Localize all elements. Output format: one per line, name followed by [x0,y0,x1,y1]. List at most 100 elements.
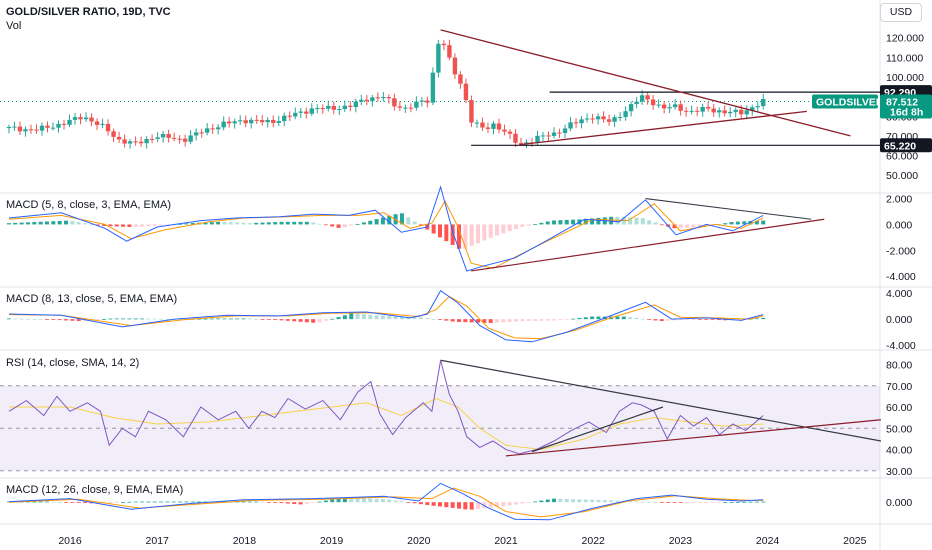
histogram-bar [70,502,75,503]
histogram-bar [336,317,341,320]
candle [320,108,325,110]
histogram-bar [552,498,557,503]
histogram-bar [127,224,132,228]
candle [28,129,34,131]
candle [237,120,243,122]
histogram-bar [634,217,639,225]
candle [623,111,628,118]
histogram-bar [507,224,512,232]
histogram-bar [51,501,56,503]
histogram-bar [349,497,354,503]
histogram-bar [235,501,240,503]
histogram-bar [152,501,157,503]
histogram-bar [596,316,601,320]
histogram-bar [647,220,652,225]
histogram-bar [222,318,227,320]
histogram-bar [545,221,550,225]
histogram-bar [38,221,43,225]
histogram-bar [323,224,328,226]
histogram-bar [380,217,385,225]
histogram-bar [520,319,525,322]
histogram-bar [526,502,531,503]
histogram-bar [235,222,240,225]
histogram-bar [133,318,138,320]
candle [348,105,353,108]
candle [116,136,122,140]
histogram-bar [558,498,563,503]
histogram-bar [456,502,461,509]
histogram-bar [476,502,481,509]
histogram-bar [178,319,183,320]
trendline [440,29,851,137]
histogram-bar [476,319,481,323]
y-tick-label: 80.00 [886,360,912,372]
macd3-title: MACD (12, 26, close, 9, EMA, EMA) [6,484,183,496]
histogram-bar [716,319,721,321]
histogram-bar [425,318,430,320]
candle [650,99,656,106]
candle [672,104,678,108]
histogram-bar [273,319,278,320]
x-tick-label: 2020 [407,535,431,547]
y-tick-label: 0.000 [886,314,912,326]
histogram-bar [672,319,677,321]
candle [160,134,166,138]
histogram-bar [545,319,550,321]
histogram-bar [70,221,75,225]
y-tick-label: 0.000 [886,497,912,509]
histogram-bar [285,221,290,225]
y-tick-label: 0.000 [886,219,912,231]
histogram-bar [710,502,715,503]
symbol-tag-label: GOLDSILVER [816,97,884,109]
y-tick-label: 40.00 [886,445,912,457]
candle [667,107,672,109]
candle [105,123,111,132]
y-tick-label: -4.000 [886,340,916,352]
histogram-bar [507,319,512,322]
histogram-bar [165,318,170,320]
histogram-bar [735,221,740,225]
histogram-bar [279,319,284,321]
candle [166,134,171,138]
candle [149,138,155,140]
histogram-bar [57,220,62,225]
macd-line [8,289,764,343]
macd-line [8,185,764,272]
histogram-bar [716,502,721,503]
histogram-bar [412,221,417,225]
histogram-bar [514,319,519,322]
candle [171,137,177,139]
histogram-bar [152,224,157,226]
histogram-bar [38,319,43,320]
histogram-bar [95,319,100,320]
currency-button[interactable]: USD [880,3,922,22]
histogram-bar [653,319,658,321]
histogram-bar [361,498,366,503]
histogram-bar [336,498,341,503]
histogram-bar [526,224,531,226]
candle [78,117,83,120]
histogram-bar [399,501,404,503]
histogram-bar [571,499,576,503]
histogram-bar [621,316,626,320]
histogram-bar [748,501,753,503]
histogram-bar [723,502,728,503]
rsi-trendline [531,406,664,453]
histogram-bar [647,501,652,503]
candle [408,107,414,109]
histogram-bar [482,224,487,241]
histogram-bar [95,502,100,504]
candle [595,116,601,120]
histogram-bar [311,222,316,225]
histogram-bar [463,502,468,510]
histogram-bar [666,319,671,321]
candle [425,100,430,103]
histogram-bar [520,224,525,227]
candle [474,122,480,124]
candle [254,119,259,121]
histogram-bar [260,319,265,320]
candle [133,141,138,143]
candle [122,139,127,144]
histogram-bar [558,220,563,225]
histogram-bar [450,319,455,322]
